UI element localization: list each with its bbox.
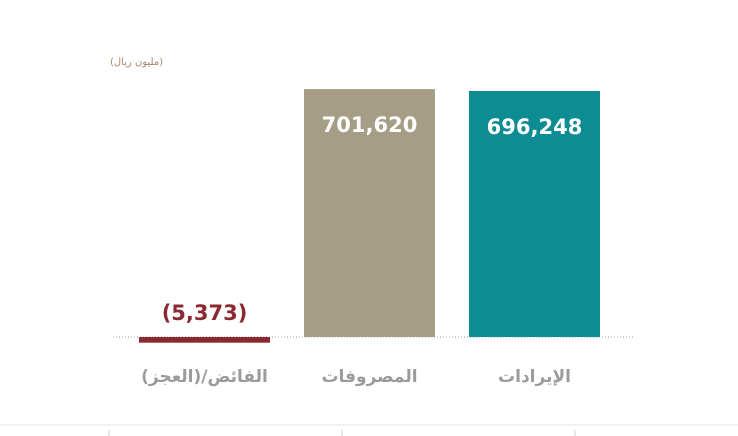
category-label: الإيرادات — [498, 367, 571, 387]
category-label: المصروفات — [321, 367, 417, 387]
unit-label: (مليون ريال) — [110, 57, 164, 68]
bar-value-label: 701,620 — [322, 113, 418, 137]
category-label: الفائض/(العجز) — [141, 367, 268, 387]
bar — [304, 89, 435, 337]
bar-value-label: 696,248 — [487, 115, 583, 139]
bar-value-label: (5,373) — [162, 301, 248, 325]
bar — [139, 337, 270, 343]
bar — [469, 90, 600, 337]
